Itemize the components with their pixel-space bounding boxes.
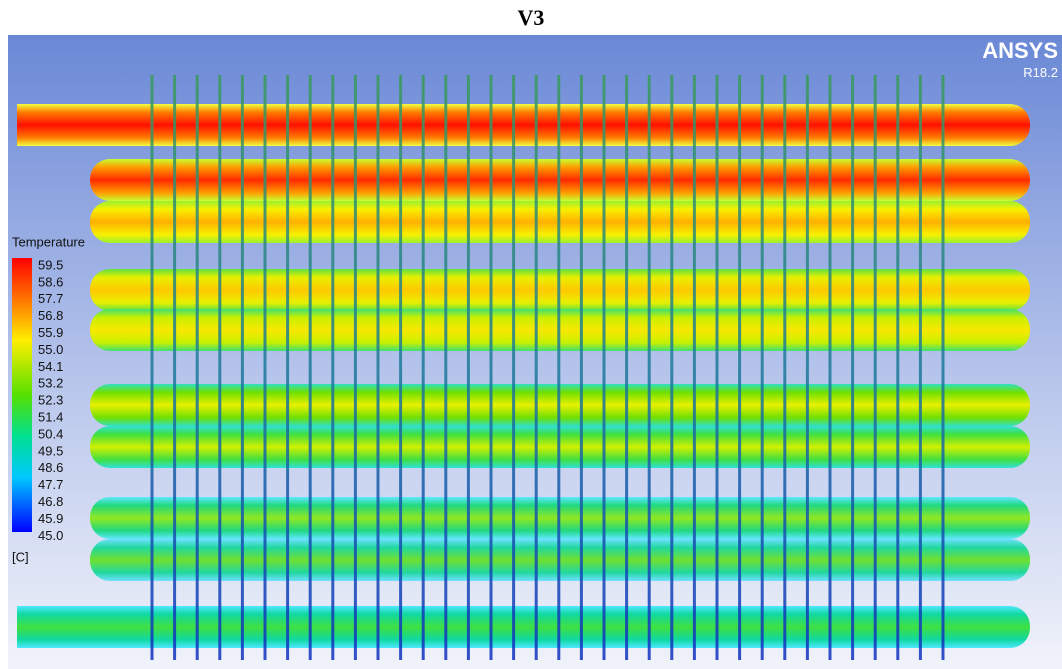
- fin: [512, 75, 515, 660]
- version: R18.2: [1023, 65, 1058, 80]
- legend: 59.5 58.6 57.7 56.8 55.9 55.0 54.1 53.2 52.3 51.4…: [38, 257, 63, 542]
- fin: [851, 75, 854, 660]
- fin: [761, 75, 764, 660]
- legend-title: Temperature: [12, 234, 85, 249]
- fin: [467, 75, 470, 660]
- fin: [309, 75, 312, 660]
- legend-label: 49.5: [38, 443, 63, 458]
- color-bar: [12, 258, 32, 532]
- legend-unit: [C]: [12, 549, 29, 564]
- fin: [173, 75, 176, 660]
- tube-port: [17, 104, 137, 146]
- fin: [716, 75, 719, 660]
- fin: [354, 75, 357, 660]
- legend-label: 50.4: [38, 426, 63, 441]
- fin: [896, 75, 899, 660]
- fin: [942, 75, 945, 660]
- fin: [625, 75, 628, 660]
- fin: [241, 75, 244, 660]
- fin: [919, 75, 922, 660]
- fin: [806, 75, 809, 660]
- legend-label: 53.2: [38, 376, 63, 391]
- title: V3: [518, 5, 545, 30]
- fin: [603, 75, 606, 660]
- fin: [693, 75, 696, 660]
- fin: [490, 75, 493, 660]
- legend-label: 48.6: [38, 460, 63, 475]
- legend-label: 46.8: [38, 494, 63, 509]
- tube-port: [17, 606, 137, 648]
- screenshot: V3 ANSYS R18.2 Temperature 59.558.657.75…: [0, 0, 1062, 669]
- fin: [331, 75, 334, 660]
- fin: [783, 75, 786, 660]
- fin: [286, 75, 289, 660]
- fin: [422, 75, 425, 660]
- legend-label: 55.9: [38, 325, 63, 340]
- fin: [264, 75, 267, 660]
- fin: [738, 75, 741, 660]
- legend-label: 47.7: [38, 477, 63, 492]
- legend-label: 55.0: [38, 342, 63, 357]
- legend-label: 54.1: [38, 359, 63, 374]
- fin: [670, 75, 673, 660]
- legend-label: 58.6: [38, 274, 63, 289]
- fin: [151, 75, 154, 660]
- fin: [580, 75, 583, 660]
- fin: [444, 75, 447, 660]
- fin: [218, 75, 221, 660]
- fin: [535, 75, 538, 660]
- legend-label: 59.5: [38, 257, 63, 272]
- legend-label: 51.4: [38, 410, 63, 425]
- fin: [196, 75, 199, 660]
- fin: [377, 75, 380, 660]
- legend-label: 52.3: [38, 393, 63, 408]
- legend-label: 45.9: [38, 511, 63, 526]
- legend-label: 56.8: [38, 308, 63, 323]
- legend-label: 57.7: [38, 291, 63, 306]
- legend-label: 45.0: [38, 528, 63, 543]
- fin: [829, 75, 832, 660]
- fin: [874, 75, 877, 660]
- fin: [399, 75, 402, 660]
- fin: [557, 75, 560, 660]
- logo: ANSYS: [982, 38, 1058, 63]
- fin: [648, 75, 651, 660]
- page: V3 ANSYS R18.2 Temperature 59.558.657.75…: [0, 0, 1062, 669]
